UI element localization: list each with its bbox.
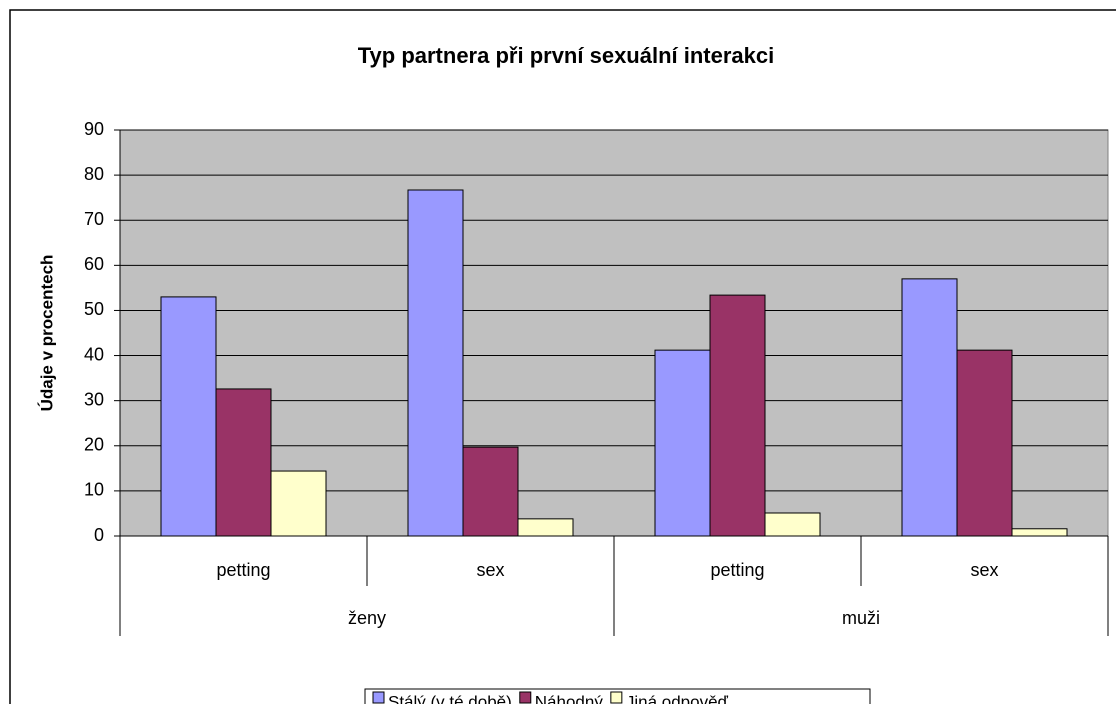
y-tick-label: 10 [84,480,104,500]
bar [901,278,958,537]
legend-label: Náhodný [535,692,604,704]
y-tick-label: 0 [94,525,104,545]
chart-title: Typ partnera při první sexuální interakc… [358,43,775,68]
y-tick-label: 60 [84,254,104,274]
group-label: ženy [348,608,386,628]
y-tick-label: 80 [84,164,104,184]
bar [517,518,574,537]
y-tick-label: 70 [84,209,104,229]
bar [160,296,217,537]
legend-swatch [372,691,385,704]
x-tick-label: petting [710,560,764,580]
legend-label: Jiná odpověď [626,692,729,704]
bar [654,349,711,537]
group-label: muži [842,608,880,628]
bar [462,446,519,537]
x-tick-label: petting [216,560,270,580]
bar [709,294,766,537]
legend-swatch [610,691,623,704]
y-tick-label: 20 [84,435,104,455]
bar [407,189,464,537]
legend-label: Stálý (v té době) [388,692,512,704]
x-tick-label: sex [476,560,504,580]
bar [215,388,272,537]
y-tick-label: 40 [84,344,104,364]
bar [270,470,327,537]
bar [1011,528,1068,537]
legend-swatch [519,691,532,704]
bar [764,512,821,537]
y-tick-label: 90 [84,119,104,139]
bar [956,349,1013,537]
x-tick-label: sex [970,560,998,580]
y-tick-label: 30 [84,389,104,409]
y-tick-label: 50 [84,299,104,319]
y-axis-label: Údaje v procentech [37,255,56,412]
